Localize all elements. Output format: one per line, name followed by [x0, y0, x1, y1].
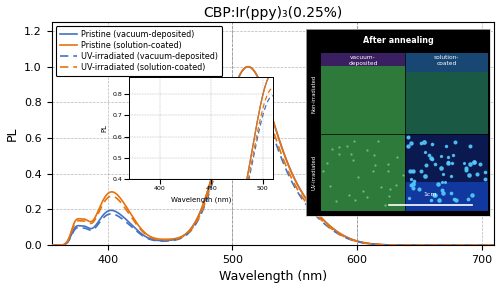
Legend: Pristine (vacuum-deposited), Pristine (solution-coated), UV-irradiated (vacuum-d: Pristine (vacuum-deposited), Pristine (s… [56, 26, 222, 76]
Y-axis label: PL: PL [6, 126, 18, 141]
X-axis label: Wavelength (nm): Wavelength (nm) [219, 271, 327, 284]
Title: CBP:Ir(ppy)₃(0.25%): CBP:Ir(ppy)₃(0.25%) [204, 5, 342, 20]
